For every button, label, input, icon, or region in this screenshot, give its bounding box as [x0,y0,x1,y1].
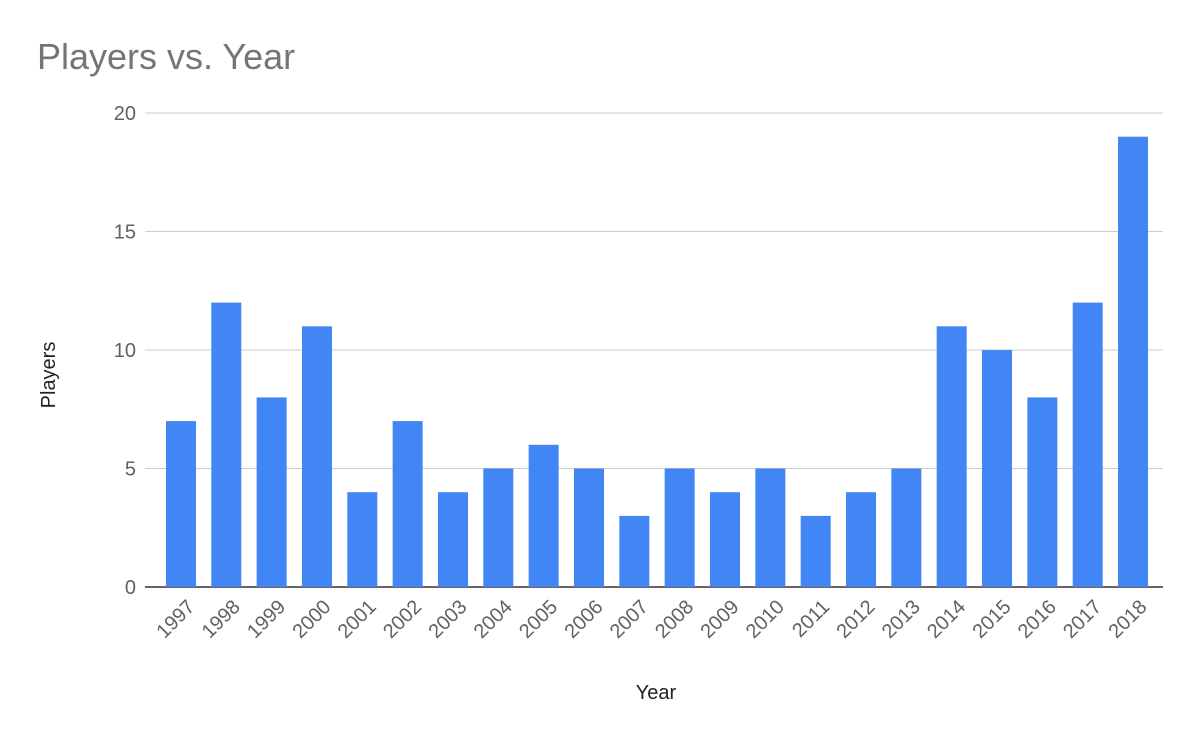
x-tick-label: 2017 [1059,596,1106,643]
bar [483,468,514,587]
x-tick-label: 1997 [152,596,199,643]
x-tick-label: 2010 [742,596,789,643]
bar [1027,397,1058,587]
bar [664,468,695,587]
bar [165,421,196,587]
y-tick-label: 20 [114,103,136,125]
bar [211,302,242,587]
x-tick-label: 2013 [878,596,925,643]
x-tick-label: 2002 [379,596,426,643]
x-tick-label: 2006 [560,596,607,643]
x-tick-label: 2016 [1014,596,1061,643]
bar [347,492,378,587]
x-tick-label: 2014 [923,596,970,643]
y-tick-label: 5 [125,459,136,481]
x-tick-label: 2015 [968,596,1015,643]
bar [437,492,468,587]
bar [710,492,741,587]
bar [982,350,1013,587]
x-tick-label: 2000 [288,596,335,643]
y-tick-label: 10 [114,340,136,362]
bar [755,468,786,587]
x-tick-label: 2004 [470,596,517,643]
x-tick-label: 2008 [651,596,698,643]
x-tick-label: 1999 [243,596,290,643]
x-tick-label: 2012 [832,596,879,643]
bar [392,421,423,587]
x-tick-label: 2001 [334,596,381,643]
bar [800,515,831,587]
bar [528,444,559,587]
bar [573,468,604,587]
bar [619,515,650,587]
x-tick-label: 2011 [788,596,834,642]
x-tick-label: 2003 [424,596,471,643]
x-tick-label: 1998 [198,596,245,643]
x-tick-label: 2005 [515,596,562,643]
bar [846,492,877,587]
y-axis-title: Players [38,342,60,409]
x-axis-title: Year [636,682,677,704]
x-tick-label: 2018 [1104,596,1151,643]
chart-title: Players vs. Year [37,36,295,77]
bar [891,468,922,587]
bar [256,397,287,587]
x-tick-label: 2009 [696,596,743,643]
bar [1118,136,1149,587]
bar [1072,302,1103,587]
x-tick-label: 2007 [606,596,653,643]
bar [936,326,967,587]
y-tick-label: 15 [114,222,136,244]
bar [301,326,332,587]
y-tick-label: 0 [125,577,136,599]
